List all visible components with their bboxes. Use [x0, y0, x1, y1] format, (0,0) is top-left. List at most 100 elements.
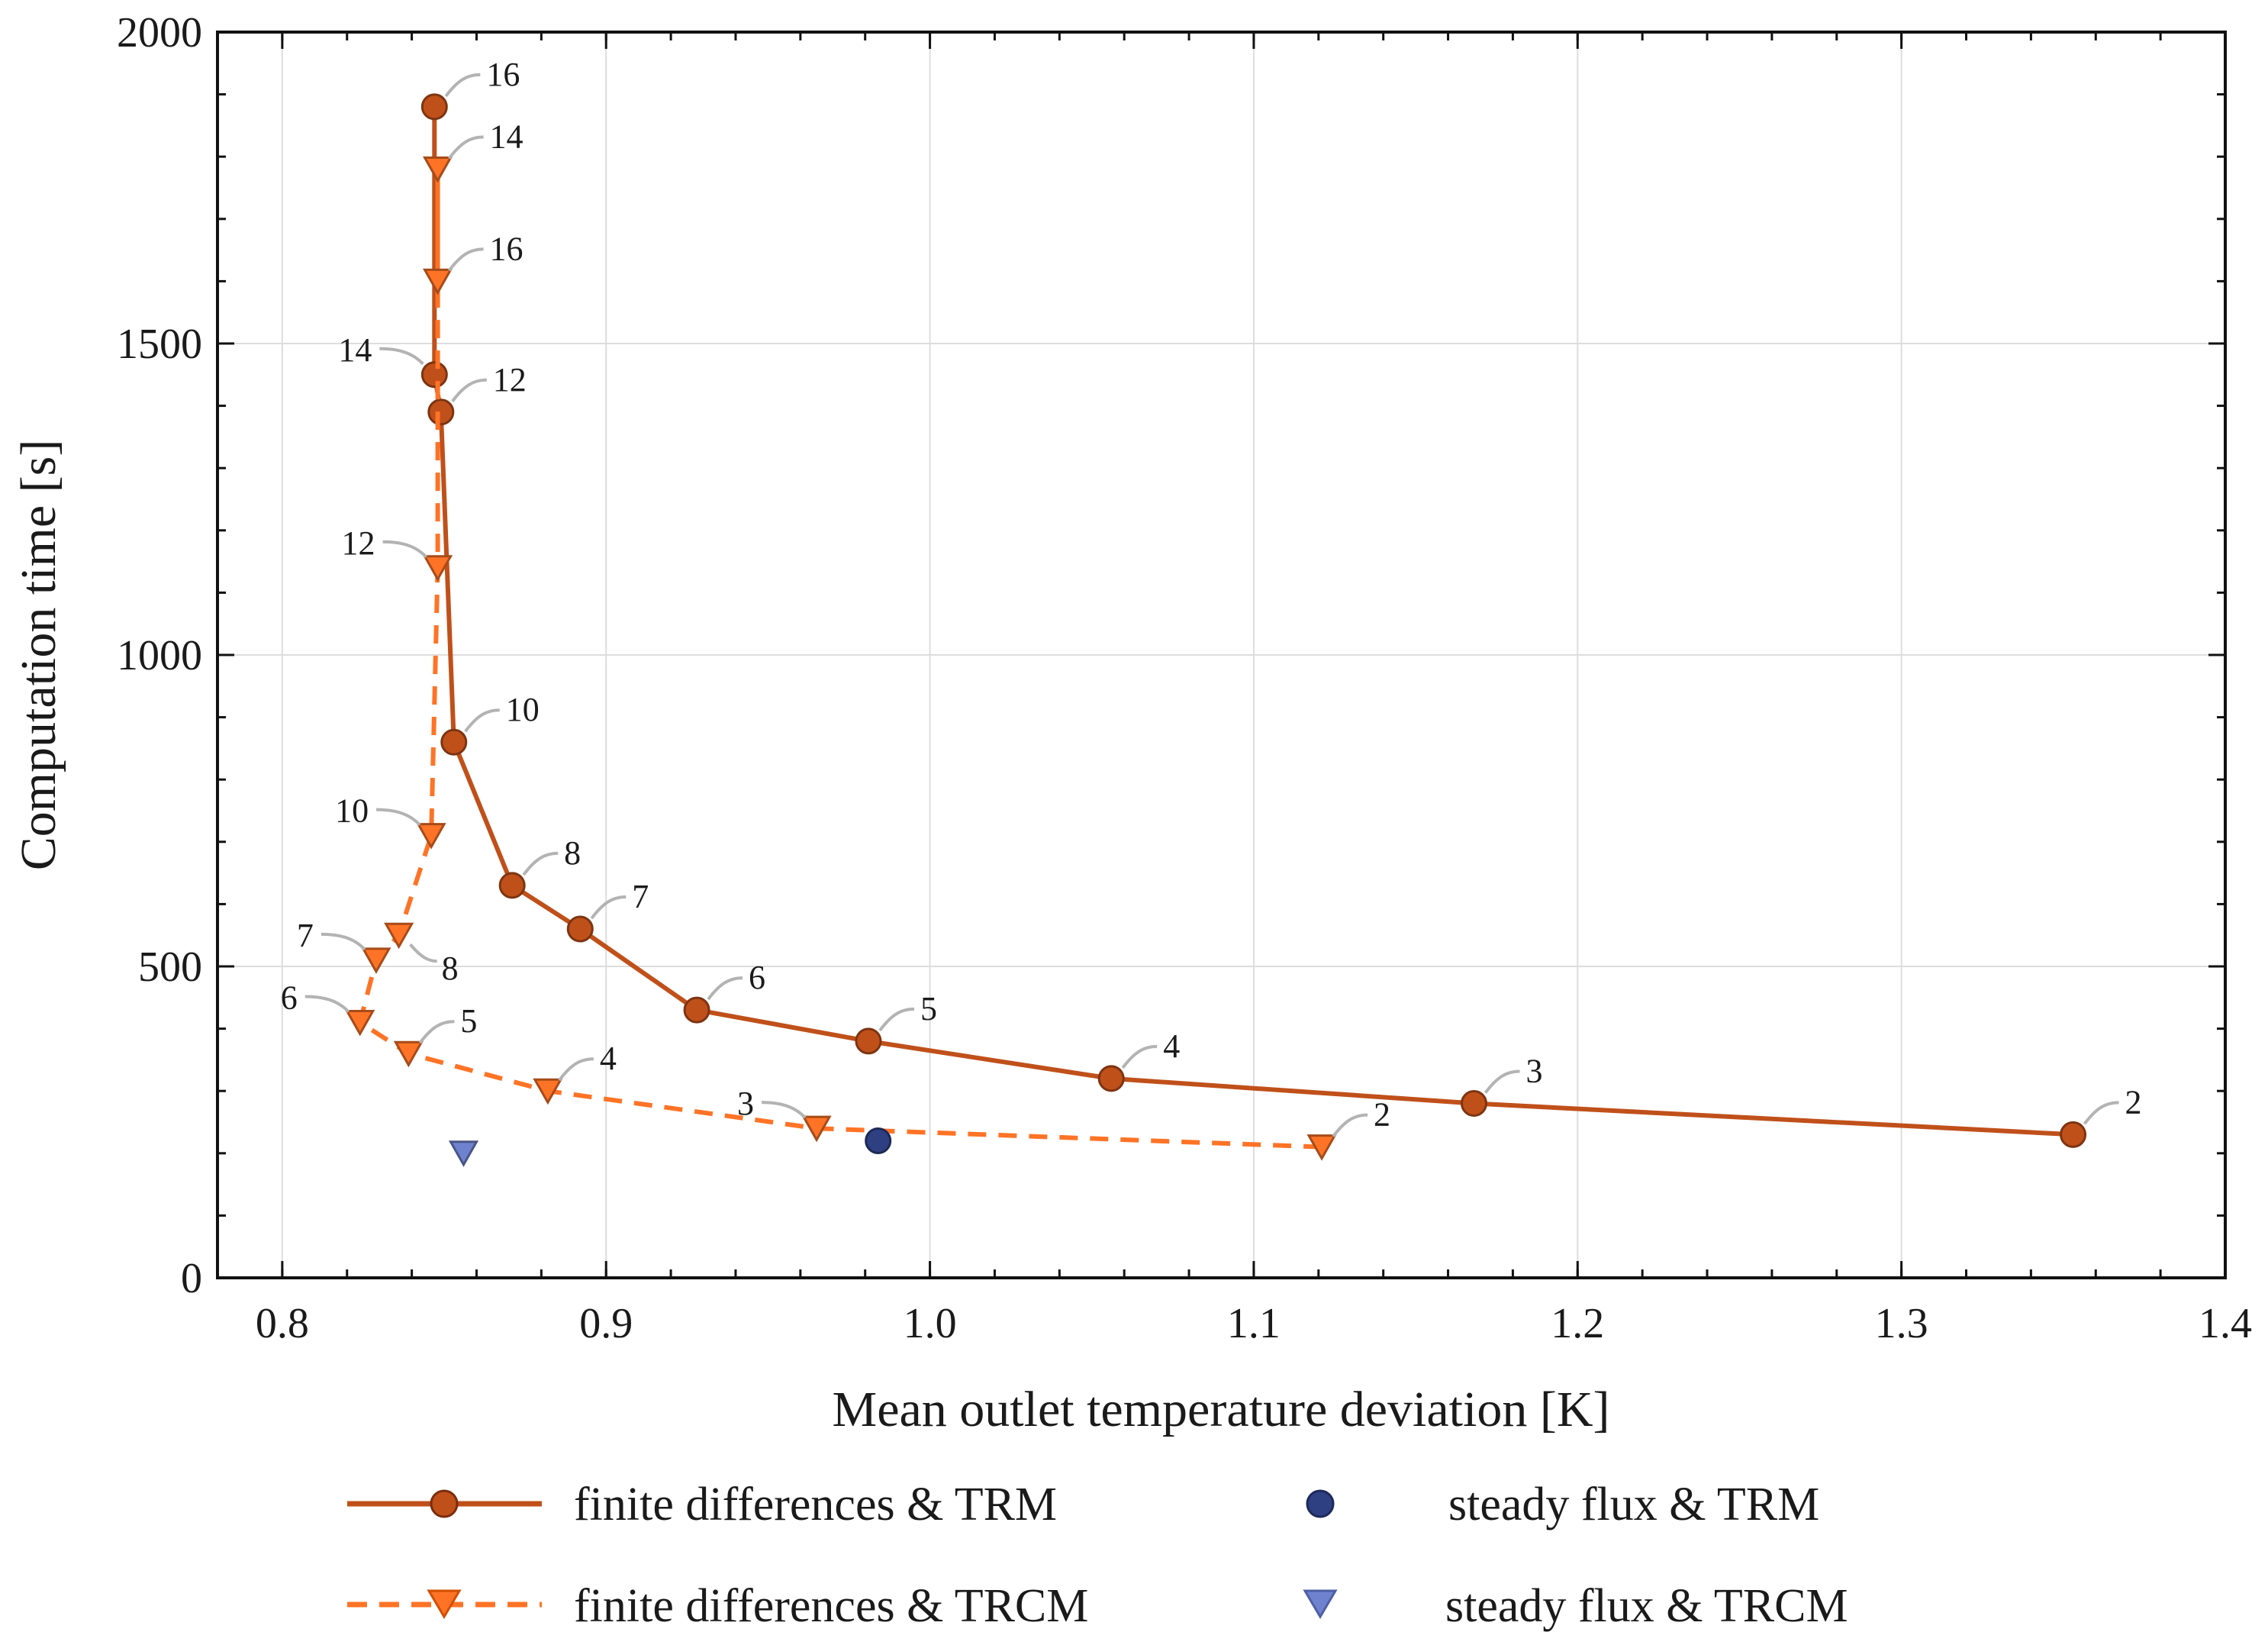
data-point-circle	[420, 361, 448, 389]
point-label-leader	[447, 247, 484, 272]
legend-label-fd-trm: finite differences & TRM	[574, 1479, 1057, 1530]
data-point-triangle	[422, 156, 453, 183]
grid	[217, 32, 2226, 1278]
series-2	[865, 1127, 892, 1154]
x-tick-label: 1.4	[2199, 1300, 2252, 1347]
data-point-circle	[1460, 1090, 1487, 1118]
legend-label-fd-trcm: finite differences & TRCM	[574, 1580, 1088, 1632]
series-line	[357, 166, 1322, 1150]
point-label-leader	[418, 1020, 455, 1044]
point-label: 5	[460, 1002, 477, 1040]
series-layer	[345, 93, 2087, 1167]
data-point-circle	[498, 872, 526, 899]
data-point-circle	[427, 398, 455, 426]
data-point-circle	[2060, 1121, 2087, 1148]
x-tick-label: 1.1	[1227, 1300, 1281, 1347]
data-point-triangle	[422, 268, 453, 295]
legend-marker-sf-trcm	[1303, 1589, 1338, 1619]
legend-item-fd-trm: finite differences & TRM	[347, 1479, 1057, 1530]
point-label: 6	[281, 979, 298, 1016]
legend-marker-sf-trm	[1306, 1489, 1335, 1518]
data-point-circle	[420, 93, 448, 121]
point-label: 7	[632, 878, 649, 915]
x-tick-label: 1.3	[1875, 1300, 1928, 1347]
point-label-leader	[464, 708, 500, 733]
point-label: 4	[1163, 1027, 1180, 1065]
point-label-leader	[444, 73, 481, 98]
point-label: 7	[297, 917, 314, 954]
series-1	[345, 156, 1337, 1161]
point-label: 8	[442, 950, 459, 987]
y-tick-label: 1000	[117, 632, 202, 679]
point-label-leader	[447, 135, 484, 160]
y-tick-label: 2000	[117, 9, 202, 56]
point-label-leader	[409, 943, 437, 963]
data-point-triangle	[448, 1140, 479, 1167]
legend-item-sf-trcm: steady flux & TRCM	[1303, 1580, 1848, 1632]
data-point-circle	[855, 1027, 882, 1055]
data-point-triangle	[422, 555, 453, 582]
y-axis-title: Computation time [s]	[11, 440, 66, 871]
data-point-triangle	[384, 922, 414, 950]
data-point-triangle	[393, 1040, 424, 1068]
series-0	[420, 93, 2087, 1148]
point-label-leader	[522, 851, 559, 876]
point-label: 2	[1374, 1096, 1390, 1134]
point-label-leader	[2083, 1101, 2119, 1125]
point-label-leader	[1332, 1113, 1368, 1137]
point-label: 14	[338, 331, 372, 369]
point-label: 16	[486, 56, 520, 93]
data-point-circle	[1097, 1065, 1125, 1092]
legend-item-sf-trm: steady flux & TRM	[1306, 1479, 1819, 1530]
point-label-leader	[590, 895, 627, 920]
data-point-triangle	[533, 1078, 563, 1105]
data-point-circle	[865, 1127, 892, 1154]
point-label-leader	[376, 808, 421, 827]
point-label-leader	[707, 976, 743, 1001]
point-label: 3	[1525, 1053, 1542, 1090]
ticks: 0.8 0.9 1.0 1.1 1.2 1.3 1.4 0 500 1000 1500 2000	[117, 9, 2252, 1347]
point-label-leader	[878, 1007, 915, 1032]
y-tick-label: 0	[181, 1255, 202, 1302]
point-label: 8	[564, 834, 581, 872]
point-label-leader	[1484, 1069, 1520, 1094]
point-label: 10	[506, 691, 540, 728]
legend-label-sf-trm: steady flux & TRM	[1448, 1479, 1819, 1530]
point-label-leader	[382, 540, 428, 559]
data-point-circle	[440, 728, 468, 756]
point-label: 14	[490, 118, 524, 156]
x-tick-label: 1.0	[904, 1300, 957, 1347]
data-point-circle	[683, 996, 710, 1024]
y-tick-label: 500	[138, 943, 202, 991]
point-label-leader	[762, 1101, 807, 1119]
point-label: 4	[600, 1040, 617, 1077]
data-point-triangle	[345, 1009, 375, 1037]
point-label-leader	[558, 1057, 594, 1082]
data-point-triangle	[801, 1115, 832, 1143]
point-label: 12	[493, 361, 527, 398]
point-label-leader	[379, 347, 424, 366]
point-label: 3	[737, 1085, 754, 1122]
x-axis-title: Mean outlet temperature deviation [K]	[833, 1382, 1610, 1437]
legend-marker-fd-trcm	[427, 1589, 462, 1619]
data-point-triangle	[416, 823, 446, 850]
x-tick-label: 1.2	[1551, 1300, 1604, 1347]
point-label-leader	[1121, 1044, 1158, 1069]
point-label-leader	[451, 378, 487, 402]
legend-item-fd-trcm: finite differences & TRCM	[347, 1580, 1088, 1632]
point-annotations: 2 3 4 5 6 7 8 10 12 14 16 2 3 4 5 6 7 8 10 12 14 16	[281, 56, 2142, 1137]
y-tick-label: 1500	[117, 321, 202, 368]
point-label-leader	[321, 932, 366, 951]
point-label: 2	[2125, 1083, 2142, 1121]
data-point-triangle	[1306, 1134, 1337, 1161]
legend-marker-fd-trm	[430, 1489, 459, 1518]
series-3	[448, 1140, 479, 1167]
point-label: 5	[920, 990, 937, 1027]
point-label-leader	[304, 995, 350, 1013]
legend-label-sf-trcm: steady flux & TRCM	[1445, 1580, 1848, 1632]
x-tick-label: 0.8	[256, 1300, 309, 1347]
x-tick-label: 0.9	[579, 1300, 633, 1347]
point-label: 16	[490, 230, 524, 267]
data-point-circle	[566, 915, 594, 943]
